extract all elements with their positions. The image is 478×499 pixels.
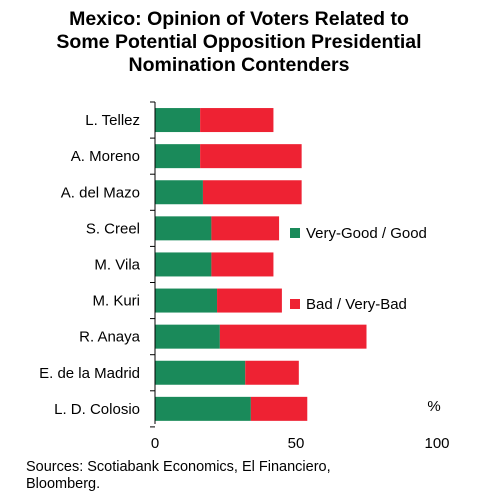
bar-bad-3 bbox=[211, 216, 280, 241]
axes-group: 0 50 100 bbox=[150, 101, 450, 452]
unit-label: % bbox=[427, 398, 440, 415]
category-label-1: A. Moreno bbox=[71, 148, 140, 165]
bar-bad-0 bbox=[200, 108, 274, 133]
legend-label-1: Bad / Very-Bad bbox=[306, 296, 407, 313]
bars-group bbox=[155, 108, 367, 421]
category-label-5: M. Kuri bbox=[92, 293, 140, 310]
bar-bad-4 bbox=[211, 252, 274, 277]
category-label-3: S. Creel bbox=[86, 220, 140, 237]
bar-bad-5 bbox=[217, 288, 282, 313]
chart-title-line-1: Mexico: Opinion of Voters Related to bbox=[69, 8, 409, 30]
x-tick-label-2: 100 bbox=[424, 435, 449, 452]
bar-good-5 bbox=[155, 288, 218, 313]
category-label-2: A. del Mazo bbox=[61, 184, 140, 201]
category-label-0: L. Tellez bbox=[85, 112, 140, 129]
source-note: Sources: Scotiabank Economics, El Financ… bbox=[26, 459, 466, 493]
category-label-6: R. Anaya bbox=[79, 329, 141, 346]
category-label-8: L. D. Colosio bbox=[54, 401, 140, 418]
bar-good-3 bbox=[155, 216, 212, 241]
bar-bad-1 bbox=[200, 144, 302, 169]
bar-bad-2 bbox=[202, 180, 302, 205]
legend: Very-Good / Good Bad / Very-Bad bbox=[290, 225, 427, 313]
bar-good-2 bbox=[155, 180, 203, 205]
legend-label-0: Very-Good / Good bbox=[306, 225, 427, 242]
bar-good-4 bbox=[155, 252, 212, 277]
category-label-4: M. Vila bbox=[94, 256, 140, 273]
category-labels: L. Tellez A. Moreno A. del Mazo S. Creel M. … bbox=[39, 112, 141, 418]
bar-bad-7 bbox=[245, 360, 299, 385]
chart-title-line-3: Nomination Contenders bbox=[128, 54, 350, 76]
category-label-7: E. de la Madrid bbox=[39, 365, 140, 382]
bar-good-7 bbox=[155, 360, 246, 385]
x-tick-label-0: 0 bbox=[151, 435, 159, 452]
x-tick-label-1: 50 bbox=[288, 435, 305, 452]
bar-good-8 bbox=[155, 396, 251, 421]
legend-swatch-1 bbox=[290, 299, 300, 309]
bar-good-6 bbox=[155, 324, 220, 349]
bar-good-1 bbox=[155, 144, 201, 169]
chart-title: Mexico: Opinion of Voters Related to Som… bbox=[0, 8, 478, 77]
bar-bad-6 bbox=[219, 324, 367, 349]
legend-swatch-0 bbox=[290, 228, 300, 238]
chart-title-line-2: Some Potential Opposition Presidential bbox=[56, 31, 422, 53]
source-line-2: Bloomberg. bbox=[26, 476, 101, 492]
bar-bad-8 bbox=[250, 396, 308, 421]
bar-good-0 bbox=[155, 108, 201, 133]
source-line-1: Sources: Scotiabank Economics, El Financ… bbox=[26, 459, 331, 475]
